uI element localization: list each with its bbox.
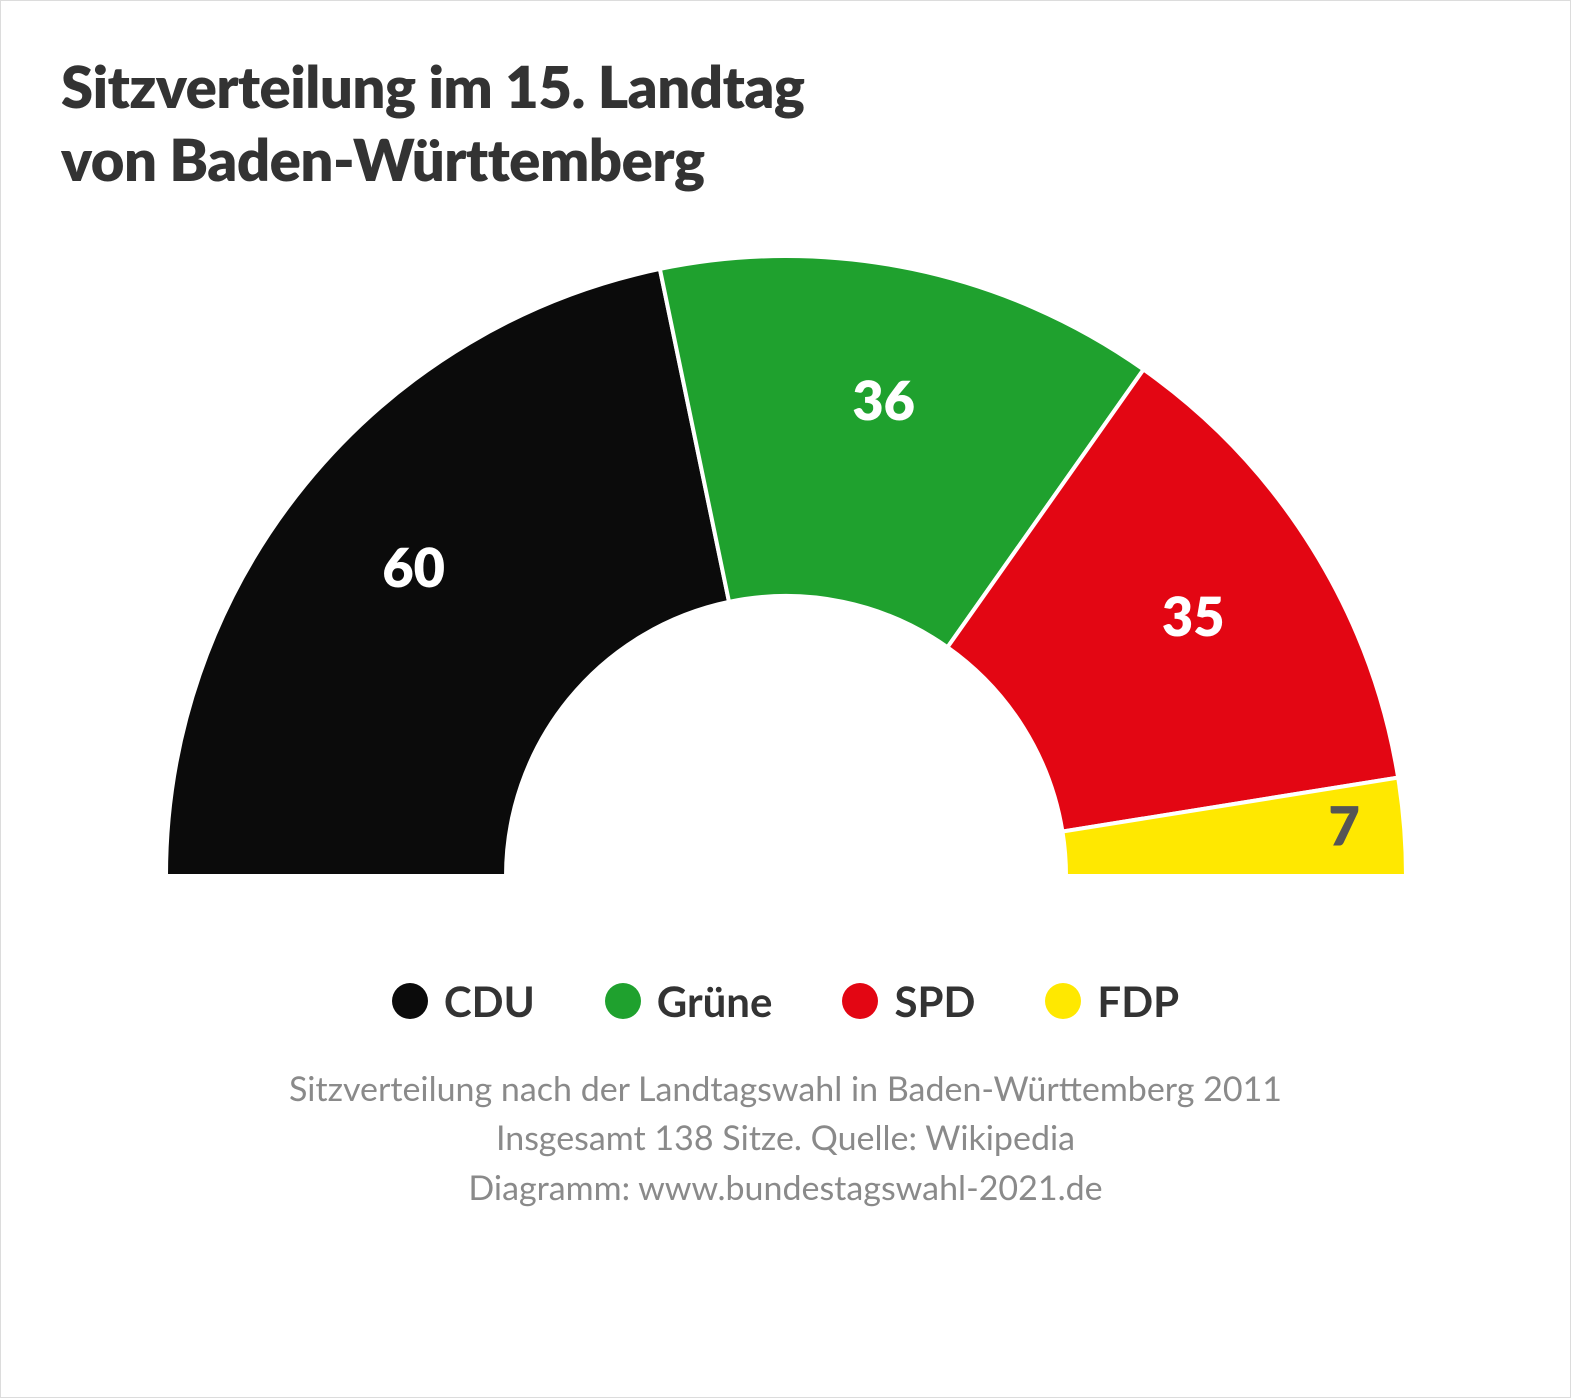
legend-swatch-fdp [1045,983,1081,1019]
title-line-2: von Baden-Württemberg [61,125,705,194]
legend-swatch-grüne [605,983,641,1019]
legend-item-cdu: CDU [392,976,535,1026]
chart-container: 60 36 35 7 [61,236,1510,916]
legend-swatch-cdu [392,983,428,1019]
seat-count-spd: 35 [1161,583,1224,648]
parliament-chart: 60 36 35 7 [86,236,1486,916]
chart-title: Sitzverteilung im 15. Landtag von Baden-… [61,51,1510,196]
footer-line-3: Diagramm: www.bundestagswahl-2021.de [61,1163,1510,1212]
legend-label-spd: SPD [894,976,975,1026]
legend-swatch-spd [842,983,878,1019]
chart-footer: Sitzverteilung nach der Landtagswahl in … [61,1064,1510,1212]
legend-label-fdp: FDP [1097,976,1179,1026]
legend: CDU Grüne SPD FDP [61,976,1510,1026]
seat-count-grüne: 36 [852,367,915,432]
footer-line-1: Sitzverteilung nach der Landtagswahl in … [61,1064,1510,1113]
chart-card: Sitzverteilung im 15. Landtag von Baden-… [0,0,1571,1398]
legend-item-fdp: FDP [1045,976,1179,1026]
legend-item-grüne: Grüne [605,976,773,1026]
seat-count-cdu: 60 [382,534,445,599]
legend-item-spd: SPD [842,976,975,1026]
arc-cdu [166,269,729,876]
seat-count-fdp: 7 [1328,792,1359,857]
title-line-1: Sitzverteilung im 15. Landtag [61,52,804,121]
legend-label-grüne: Grüne [657,976,773,1026]
legend-label-cdu: CDU [444,976,535,1026]
footer-line-2: Insgesamt 138 Sitze. Quelle: Wikipedia [61,1113,1510,1162]
